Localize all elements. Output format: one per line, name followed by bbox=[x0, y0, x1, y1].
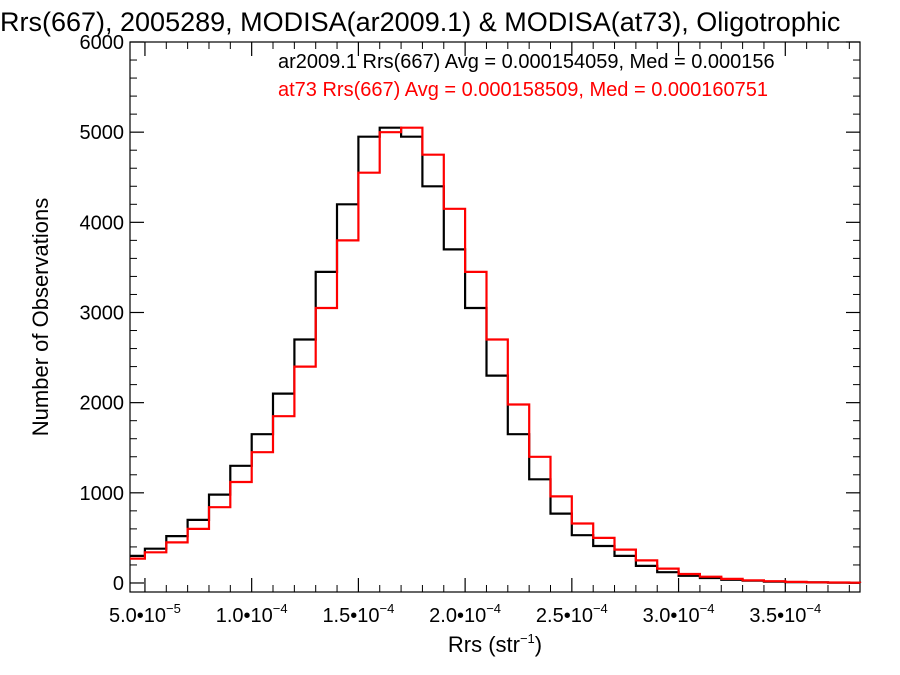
plot-frame bbox=[129, 41, 861, 593]
y-tick-label: 1000 bbox=[80, 483, 125, 505]
y-tick-label: 0 bbox=[113, 573, 124, 595]
legend-entry-ar2009: ar2009.1 Rrs(667) Avg = 0.000154059, Med… bbox=[278, 51, 775, 73]
axis-ticks bbox=[130, 41, 860, 592]
series-ar2009-step bbox=[130, 126, 862, 584]
series-layer bbox=[130, 126, 862, 584]
x-axis-label-base: Rrs (str bbox=[448, 632, 520, 657]
x-tick-label: 3.5•10−4 bbox=[749, 601, 821, 627]
y-axis-label: Number of Observations bbox=[28, 198, 53, 436]
x-tick-label: 2.0•10−4 bbox=[429, 601, 501, 627]
chart-title: Rrs(667), 2005289, MODISA(ar2009.1) & MO… bbox=[0, 7, 840, 37]
y-tick-label: 6000 bbox=[80, 32, 125, 54]
series-at73-step bbox=[130, 126, 862, 584]
y-tick-label: 4000 bbox=[80, 212, 125, 234]
y-tick-label: 3000 bbox=[80, 302, 125, 324]
x-axis-label: Rrs (str−1) bbox=[448, 631, 542, 657]
x-tick-label: 1.5•10−4 bbox=[322, 601, 394, 627]
x-tick-label: 1.0•10−4 bbox=[216, 601, 288, 627]
y-tick-labels: 0 1000 2000 3000 4000 5000 6000 bbox=[80, 32, 125, 595]
x-axis-label-sup: −1 bbox=[520, 631, 535, 646]
x-axis-label-close: ) bbox=[535, 632, 542, 657]
x-tick-label: 3.0•10−4 bbox=[643, 601, 715, 627]
y-tick-label: 2000 bbox=[80, 393, 125, 415]
legend-entry-at73: at73 Rrs(667) Avg = 0.000158509, Med = 0… bbox=[278, 79, 768, 101]
x-tick-label: 2.5•10−4 bbox=[536, 601, 608, 627]
x-tick-labels: 5.0•10−5 1.0•10−4 1.5•10−4 2.0•10−4 2.5•10−4… bbox=[109, 601, 821, 627]
y-tick-label: 5000 bbox=[80, 122, 125, 144]
x-tick-label: 5.0•10−5 bbox=[109, 601, 181, 627]
